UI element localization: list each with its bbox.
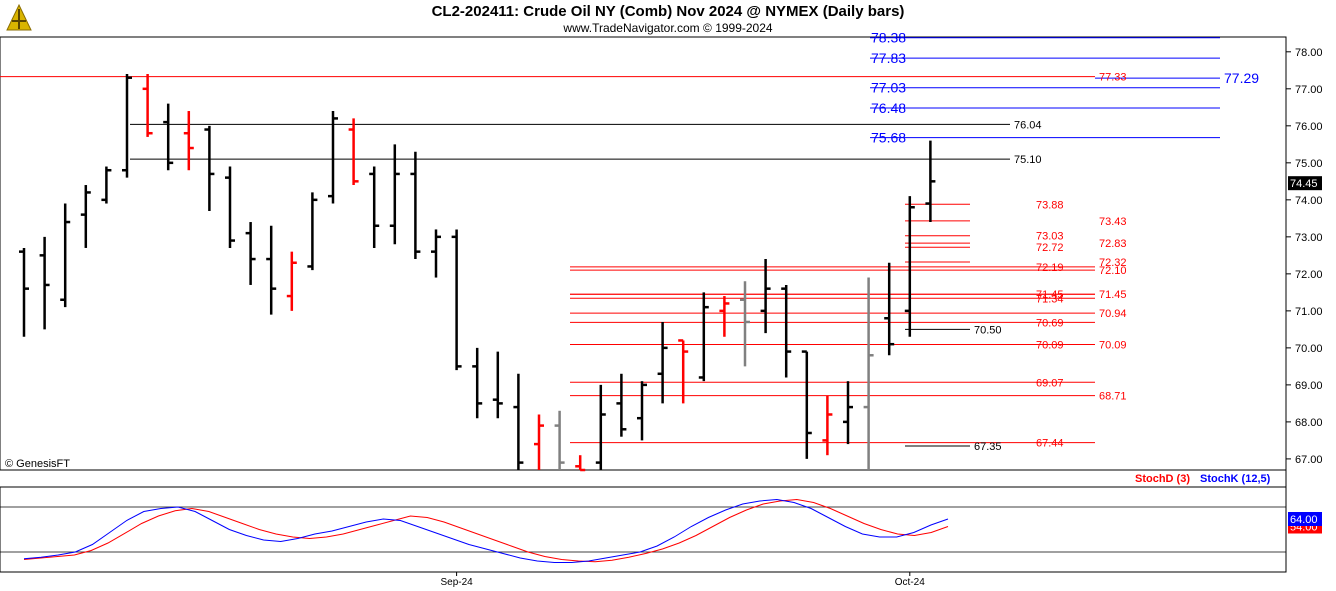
y-tick-label: 75.00 bbox=[1295, 158, 1323, 170]
x-tick-label: Sep-24 bbox=[440, 577, 473, 588]
y-tick-label: 77.00 bbox=[1295, 84, 1323, 96]
level-label: 70.09 bbox=[1036, 340, 1064, 352]
level-label: 70.50 bbox=[974, 324, 1002, 336]
stoch-k-line bbox=[23, 498, 949, 563]
chart-subtitle: www.TradeNavigator.com © 1999-2024 bbox=[563, 21, 773, 35]
level-label: 72.72 bbox=[1036, 242, 1064, 254]
level-label: 72.19 bbox=[1036, 262, 1064, 274]
last-price-badge bbox=[1288, 176, 1322, 191]
watermark-text: © GenesisFT bbox=[5, 458, 70, 470]
level-label: 70.69 bbox=[1036, 317, 1064, 329]
y-tick-label: 68.00 bbox=[1295, 417, 1323, 429]
level-label: 71.34 bbox=[1036, 293, 1064, 305]
level-label: 67.44 bbox=[1036, 438, 1064, 450]
level-label: 76.04 bbox=[1014, 119, 1042, 131]
x-tick-label: Oct-24 bbox=[895, 577, 925, 588]
level-label: 77.33 bbox=[1099, 72, 1127, 84]
level-label: 70.94 bbox=[1099, 308, 1127, 320]
level-label: 73.43 bbox=[1099, 216, 1127, 228]
level-label: 77.83 bbox=[871, 50, 906, 66]
y-tick-label: 67.00 bbox=[1295, 454, 1323, 466]
y-tick-label: 78.00 bbox=[1295, 47, 1323, 59]
legend-stoch-k: StochK (12,5) bbox=[1200, 473, 1271, 485]
level-label: 75.10 bbox=[1014, 154, 1042, 166]
stoch-value-label: 64.00 bbox=[1290, 514, 1318, 526]
trade-navigator-logo-icon bbox=[4, 3, 34, 33]
level-label: 71.45 bbox=[1099, 289, 1127, 301]
y-tick-label: 70.00 bbox=[1295, 343, 1323, 355]
last-price-label: 74.45 bbox=[1290, 178, 1318, 190]
y-tick-label: 69.00 bbox=[1295, 380, 1323, 392]
level-label: 70.09 bbox=[1099, 340, 1127, 352]
level-label: 68.71 bbox=[1099, 391, 1127, 403]
level-label: 77.03 bbox=[871, 80, 906, 96]
level-label: 73.88 bbox=[1036, 199, 1064, 211]
level-label: 67.35 bbox=[974, 441, 1002, 453]
y-tick-label: 74.00 bbox=[1295, 195, 1323, 207]
y-tick-label: 73.00 bbox=[1295, 232, 1323, 244]
level-label: 75.68 bbox=[871, 130, 906, 146]
level-label: 72.83 bbox=[1099, 238, 1127, 250]
level-label: 76.48 bbox=[871, 100, 906, 116]
level-label: 77.29 bbox=[1224, 70, 1259, 86]
legend-stoch-d: StochD (3) bbox=[1135, 473, 1190, 485]
level-label: 72.10 bbox=[1099, 265, 1127, 277]
chart-title: CL2-202411: Crude Oil NY (Comb) Nov 2024… bbox=[431, 3, 905, 20]
level-label: 73.03 bbox=[1036, 231, 1064, 243]
level-label: 69.07 bbox=[1036, 377, 1064, 389]
stoch-d-line bbox=[23, 498, 949, 563]
stoch-value-badge bbox=[1288, 512, 1322, 526]
level-label: 72.32 bbox=[1099, 257, 1127, 269]
y-tick-label: 72.00 bbox=[1295, 269, 1323, 281]
level-label: 78.38 bbox=[871, 30, 906, 46]
stoch-panel-frame bbox=[0, 486, 1287, 573]
y-tick-label: 71.00 bbox=[1295, 306, 1323, 318]
y-tick-label: 76.00 bbox=[1295, 121, 1323, 133]
